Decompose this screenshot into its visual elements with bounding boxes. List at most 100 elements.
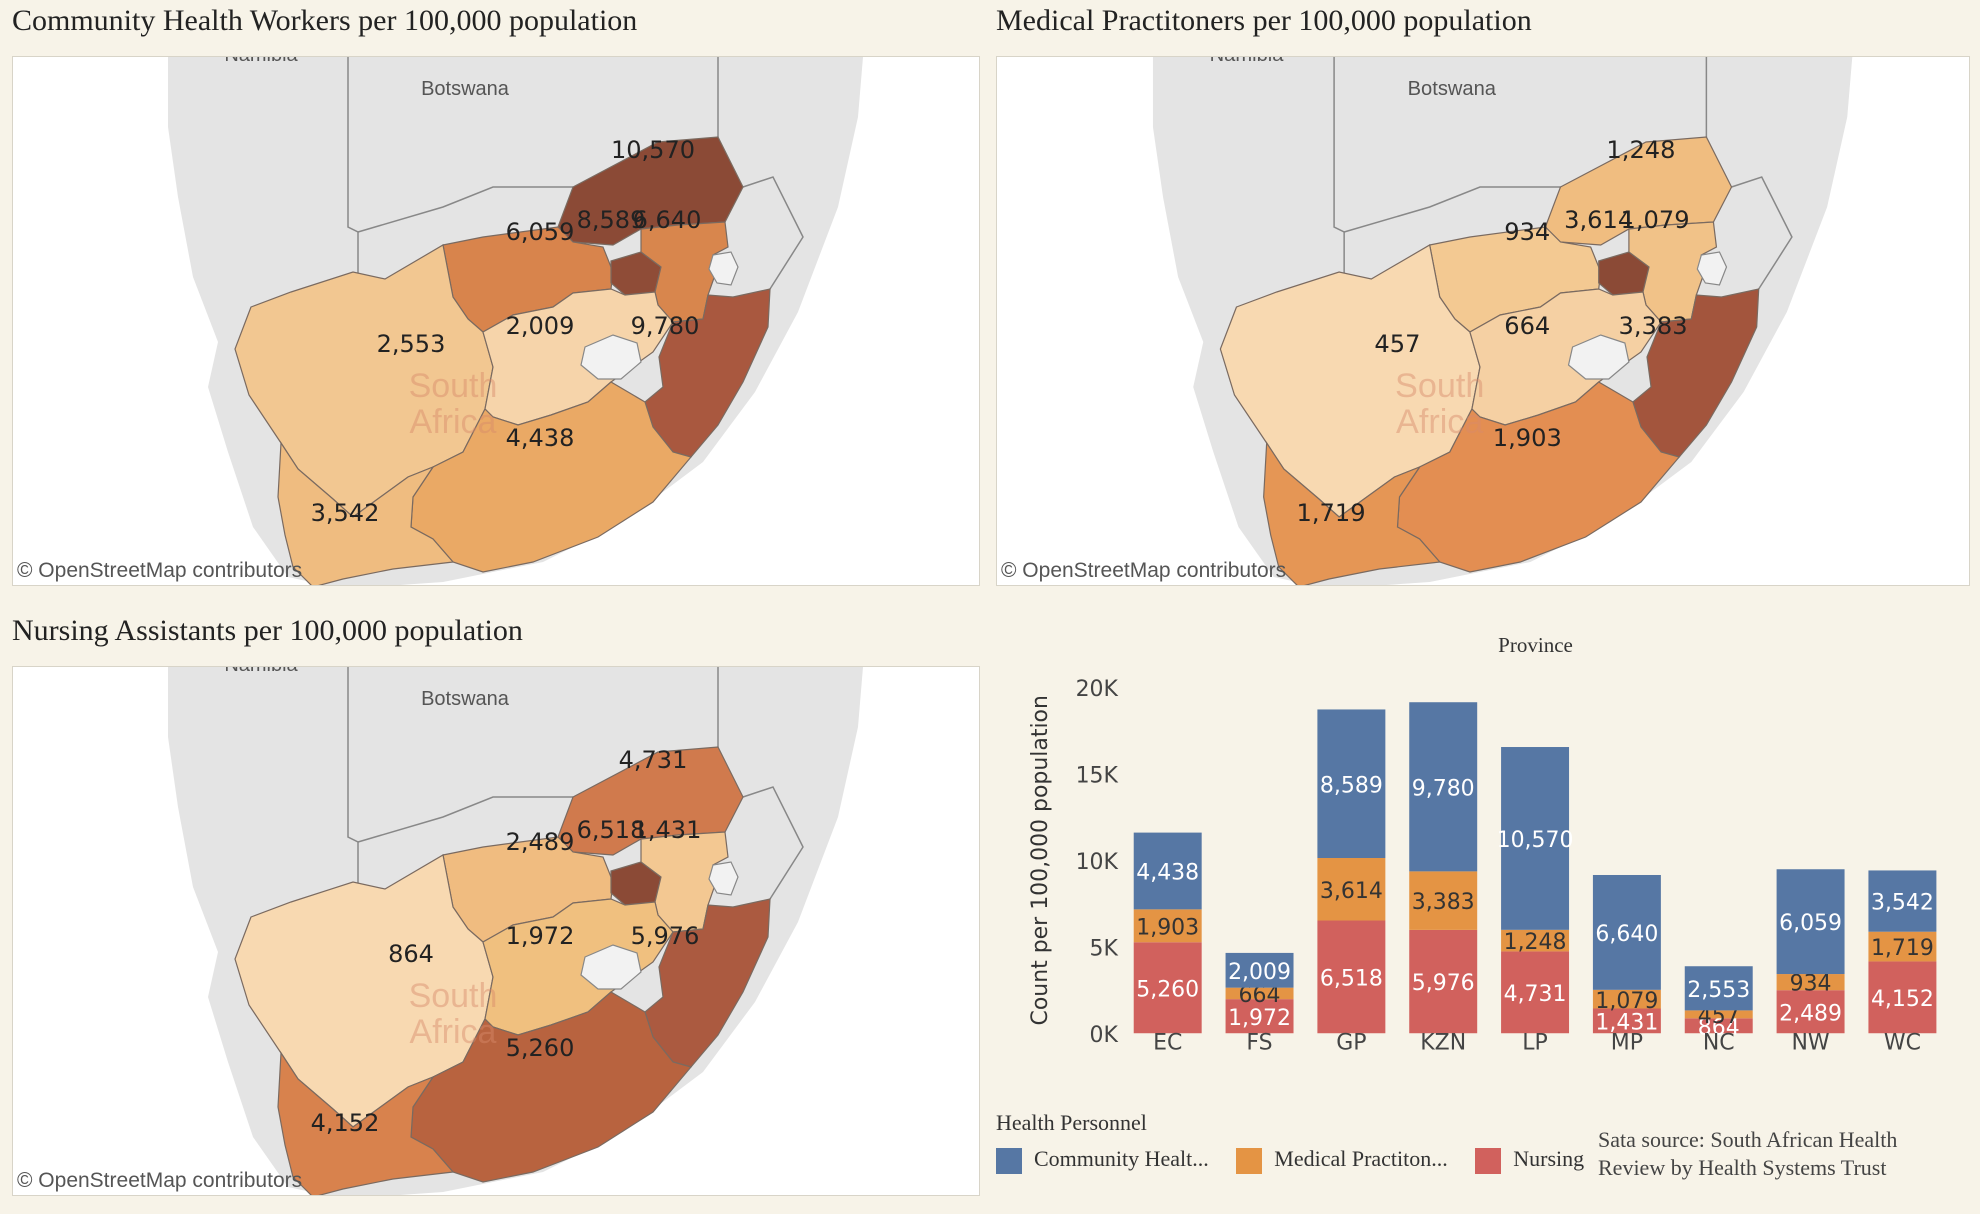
x-tick-label: FS [1246,1030,1272,1055]
bar-segment-nw-nursing[interactable] [1776,990,1845,1034]
border-mozambique [1731,176,1793,290]
bar-data-label: 8,589 [1320,773,1383,798]
province-value-fs: 664 [1504,312,1550,340]
bar-segment-nw-medical[interactable] [1776,974,1845,991]
map-title-nursing: Nursing Assistants per 100,000 populatio… [12,614,523,647]
y-tick-label: 10K [1076,850,1119,875]
province-value-nw: 6,059 [506,218,575,246]
bar-data-label: 6,518 [1320,966,1383,991]
bar-segment-nc-community[interactable] [1684,966,1753,1011]
bar-segment-wc-community[interactable] [1868,870,1937,932]
bar-segment-gp-medical[interactable] [1317,858,1386,921]
map-medical-practitioners[interactable]: NamibiaBotswanaSouthAfrica1,2489343,6141… [996,56,1970,586]
country-label-south-africa: South Africa [409,367,498,441]
province-value-kzn: 5,976 [631,922,700,950]
bar-segment-lp-nursing[interactable] [1501,951,1570,1034]
bar-segment-nw-community[interactable] [1776,869,1845,975]
province-value-nw: 2,489 [506,828,575,856]
province-kzn[interactable] [1632,288,1760,458]
bar-segment-mp-nursing[interactable] [1592,1008,1661,1034]
bar-data-label: 1,972 [1228,1006,1291,1031]
province-value-gp: 6,518 [577,816,646,844]
bar-data-label: 3,383 [1412,890,1475,915]
country-label-namibia: Namibia [224,57,298,66]
bar-segment-lp-medical[interactable] [1501,929,1570,952]
bar-segment-kzn-medical[interactable] [1409,871,1478,930]
bar-segment-kzn-nursing[interactable] [1409,929,1478,1034]
country-label-south-africa: South Africa [1395,367,1484,441]
country-label-botswana: Botswana [421,78,510,100]
province-kzn[interactable] [644,288,771,458]
legend-label-nursing: Nursing Assistants [1513,1145,1586,1171]
map-title-medical: Medical Practitoners per 100,000 populat… [996,4,1532,37]
map-attribution: © OpenStreetMap contributors [1001,559,1287,582]
border-namibia [1333,57,1345,297]
legend-label-medical: Medical Practiton... [1274,1145,1448,1171]
bar-segment-fs-nursing[interactable] [1225,999,1294,1034]
legend-label-community: Community Healt... [1034,1145,1209,1171]
country-label-namibia: Namibia [1210,57,1285,66]
bar-data-label: 4,152 [1871,987,1934,1012]
bar-segment-mp-community[interactable] [1592,874,1661,990]
border-botswana [357,186,573,233]
legend-item-medical[interactable]: Medical Practiton... [1236,1146,1448,1174]
bar-segment-wc-medical[interactable] [1868,931,1937,962]
border-namibia [347,667,359,907]
bar-segment-mp-medical[interactable] [1592,989,1661,1009]
province-wc[interactable] [1263,441,1441,585]
bar-segment-ec-community[interactable] [1133,832,1202,910]
bar-segment-ec-nursing[interactable] [1133,942,1202,1034]
province-value-nc: 457 [1374,330,1420,358]
province-wc[interactable] [277,1051,455,1195]
stacked-bar-chart: Province Count per 100,000 population 0K 5K… [995,630,1970,1060]
bar-data-label: 1,719 [1871,936,1934,961]
map-attribution: © OpenStreetMap contributors [17,1169,303,1192]
x-tick-label: NC [1703,1030,1735,1055]
bar-data-label: 1,079 [1595,989,1658,1014]
province-value-gp: 8,589 [577,206,646,234]
province-value-nc: 2,553 [377,330,446,358]
bar-data-label: 2,489 [1779,1001,1842,1026]
bar-segment-ec-medical[interactable] [1133,909,1202,943]
legend-swatch-nursing [1475,1147,1502,1174]
province-value-ec: 1,903 [1493,424,1562,452]
bar-segment-gp-nursing[interactable] [1317,920,1386,1034]
bar-segment-gp-community[interactable] [1317,709,1386,859]
bar-data-label: 1,431 [1595,1010,1658,1035]
province-value-mp: 1,079 [1621,206,1690,234]
province-value-kzn: 9,780 [631,312,700,340]
bar-segment-nc-nursing[interactable] [1684,1018,1753,1034]
province-wc[interactable] [277,441,455,585]
bar-segment-kzn-community[interactable] [1409,702,1478,872]
country-lesotho [1567,334,1630,380]
border-mozambique [742,786,804,900]
bar-segment-nc-medical[interactable] [1684,1010,1753,1019]
data-source-note: Sata source: South African Health Review… [1598,1127,1898,1180]
province-value-mp: 1,431 [633,816,702,844]
legend-item-nursing[interactable]: Nursing Assistants [1475,1146,1586,1174]
legend-item-community[interactable]: Community Healt... [996,1146,1209,1174]
country-label-namibia: Namibia [224,667,298,676]
map-title-community: Community Health Workers per 100,000 pop… [12,4,638,37]
province-value-ec: 4,438 [506,424,575,452]
country-lesotho [580,944,642,990]
province-value-lp: 1,248 [1606,136,1675,164]
province-kzn[interactable] [644,898,771,1068]
bar-data-label: 2,009 [1228,960,1291,985]
bar-segment-lp-community[interactable] [1501,747,1570,930]
bar-chart-svg: Province Count per 100,000 population 0K 5K… [1028,633,1937,1055]
province-value-wc: 3,542 [311,499,380,527]
bar-segment-fs-medical[interactable] [1225,987,1294,1000]
bar-segment-fs-community[interactable] [1225,952,1294,988]
legend-swatch-medical [1236,1147,1263,1174]
bar-data-label: 1,248 [1504,930,1567,955]
x-tick-label: KZN [1420,1030,1466,1055]
border-mozambique [742,176,804,290]
bar-segment-wc-nursing[interactable] [1868,961,1937,1034]
country-label-botswana: Botswana [1408,78,1497,100]
bar-data-label: 6,059 [1779,911,1842,936]
province-value-wc: 4,152 [311,1109,380,1137]
